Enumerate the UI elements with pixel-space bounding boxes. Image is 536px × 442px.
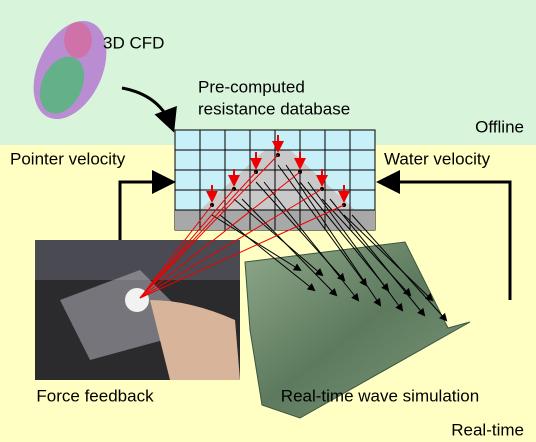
force-feedback-label: Force feedback <box>36 386 154 405</box>
wave-simulation-label: Real-time wave simulation <box>281 386 479 405</box>
force-feedback-photo <box>35 240 240 380</box>
cfd-label: 3D CFD <box>103 33 164 52</box>
database-label: resistance database <box>198 99 350 118</box>
database-grid <box>175 130 375 230</box>
diagram: 3D CFD Pre-computed resistance database … <box>0 0 536 442</box>
realtime-label: Real-time <box>451 420 524 439</box>
offline-label: Offline <box>475 117 524 136</box>
pointer-velocity-label: Pointer velocity <box>10 149 126 168</box>
water-velocity-label: Water velocity <box>384 149 491 168</box>
database-label: Pre-computed <box>198 77 305 96</box>
